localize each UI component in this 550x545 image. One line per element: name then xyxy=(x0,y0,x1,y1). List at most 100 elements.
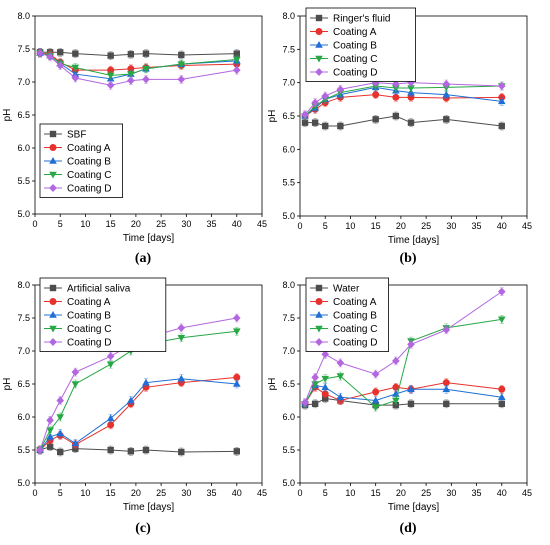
legend-label: Water xyxy=(333,284,360,295)
x-tick-label: 15 xyxy=(371,221,381,231)
x-tick-label: 25 xyxy=(421,221,431,231)
panel-label: (c) xyxy=(135,521,151,536)
x-tick-label: 25 xyxy=(421,488,431,498)
legend-label: Coating A xyxy=(67,143,111,154)
data-point xyxy=(57,448,64,456)
series-line xyxy=(305,115,502,127)
chart-panel-2: 0 5 10 15 20 25 30 35 40 45 5.0 5.5 6.0 6.5 7.0 7.5 8.0 T… xyxy=(267,7,532,266)
data-point xyxy=(372,91,380,99)
data-point xyxy=(407,93,415,101)
legend-marker xyxy=(315,55,323,63)
data-point xyxy=(442,90,451,98)
data-point xyxy=(142,75,150,84)
data-point xyxy=(232,56,241,64)
data-point xyxy=(321,350,330,359)
x-tick-label: 0 xyxy=(32,219,37,229)
y-axis-label: pH xyxy=(2,109,13,122)
legend-marker xyxy=(49,311,57,318)
data-point xyxy=(392,397,400,405)
data-point xyxy=(337,122,344,130)
y-tick-label: 7.0 xyxy=(17,346,30,356)
data-point xyxy=(106,361,115,369)
legend-label: Coating A xyxy=(67,297,111,308)
legend-marker xyxy=(315,68,323,76)
data-point xyxy=(56,396,65,405)
y-tick-label: 6.5 xyxy=(282,111,295,121)
data-point xyxy=(127,396,135,404)
legend-marker xyxy=(315,298,323,305)
data-point xyxy=(322,122,329,130)
y-tick-label: 7.0 xyxy=(17,77,30,87)
data-point xyxy=(71,70,80,77)
data-point xyxy=(72,50,79,57)
data-point xyxy=(407,385,415,393)
y-tick-label: 6.0 xyxy=(282,412,295,422)
x-tick-label: 5 xyxy=(323,221,328,231)
data-point xyxy=(106,72,115,80)
legend-marker xyxy=(49,157,57,164)
x-tick-label: 35 xyxy=(207,488,217,498)
data-point xyxy=(36,446,44,454)
data-point xyxy=(442,80,451,88)
y-tick-label: 5.0 xyxy=(17,478,30,488)
y-tick-label: 6.0 xyxy=(282,144,295,154)
x-tick-label: 15 xyxy=(106,488,116,498)
y-tick-label: 5.5 xyxy=(282,178,295,188)
x-tick-label: 20 xyxy=(131,488,141,498)
x-tick-label: 10 xyxy=(80,488,90,498)
data-point xyxy=(336,85,345,94)
data-point xyxy=(106,414,115,422)
data-point xyxy=(233,448,240,455)
data-point xyxy=(442,385,451,393)
data-point xyxy=(301,119,309,126)
data-point xyxy=(127,65,135,73)
y-tick-label: 5.0 xyxy=(282,211,295,221)
data-point xyxy=(497,316,506,324)
x-tick-label: 30 xyxy=(446,488,456,498)
x-axis-label: Time [days] xyxy=(388,235,440,246)
legend-label: Coating D xyxy=(67,338,111,349)
data-point xyxy=(71,74,80,83)
series-line xyxy=(304,82,502,115)
x-tick-label: 10 xyxy=(345,488,355,498)
x-tick-label: 15 xyxy=(106,219,116,229)
data-point xyxy=(232,66,241,75)
data-point xyxy=(233,50,240,57)
x-tick-label: 30 xyxy=(181,488,191,498)
legend: SBF Coating A Coating B Coating C Coating D xyxy=(39,123,123,198)
legend: Ringer's fluid Coating A Coating B Coating … xyxy=(305,7,416,82)
series-line xyxy=(304,398,502,406)
series-artificial-saliva xyxy=(36,442,240,457)
data-point xyxy=(372,116,379,123)
y-axis-label: pH xyxy=(267,110,278,123)
x-tick-label: 0 xyxy=(297,488,302,498)
legend-marker xyxy=(49,130,57,138)
data-point xyxy=(232,328,241,336)
data-point xyxy=(311,119,319,126)
x-tick-label: 5 xyxy=(58,219,63,229)
series-coating-a xyxy=(36,373,241,455)
y-tick-label: 7.5 xyxy=(282,313,295,323)
legend-label: Coating B xyxy=(333,41,377,52)
y-tick-label: 6.5 xyxy=(282,379,295,389)
x-tick-label: 35 xyxy=(472,221,482,231)
data-point xyxy=(46,52,54,61)
data-point xyxy=(71,368,80,377)
legend-label: Coating C xyxy=(333,324,377,335)
x-tick-label: 45 xyxy=(257,488,267,498)
data-point xyxy=(311,400,319,407)
data-point xyxy=(498,385,506,393)
y-tick-label: 5.0 xyxy=(282,478,295,488)
series-line xyxy=(304,85,502,117)
x-tick-label: 40 xyxy=(497,221,507,231)
y-tick-label: 5.5 xyxy=(282,445,295,455)
data-point xyxy=(392,85,400,92)
data-point xyxy=(142,66,150,73)
y-tick-label: 6.0 xyxy=(17,412,30,422)
legend-marker xyxy=(315,325,323,333)
legend-label: Coating D xyxy=(333,68,377,79)
data-point xyxy=(392,80,400,88)
data-point xyxy=(232,314,241,322)
legend-label: Coating A xyxy=(333,297,377,308)
x-tick-label: 25 xyxy=(156,219,166,229)
